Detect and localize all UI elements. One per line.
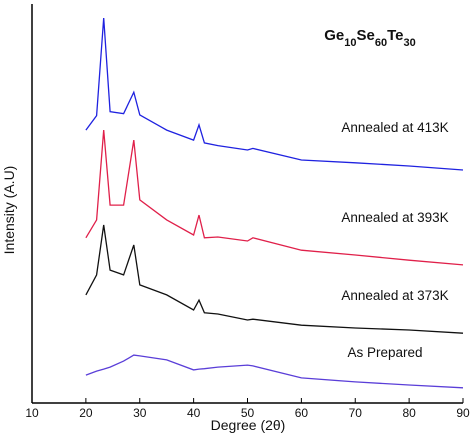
- y-axis-label: Intensity (A.U): [1, 166, 17, 255]
- x-tick-label: 20: [79, 406, 93, 420]
- x-tick-label: 40: [187, 406, 201, 420]
- series-line: [85, 224, 464, 334]
- series-line: [85, 17, 464, 171]
- x-tick-label: 90: [456, 406, 470, 420]
- x-tick-label: 70: [349, 406, 363, 420]
- x-tick-label: 80: [402, 406, 416, 420]
- series-line: [85, 354, 464, 389]
- x-tick-label: 50: [241, 406, 255, 420]
- x-tick-label: 30: [133, 406, 147, 420]
- series-line: [85, 130, 464, 266]
- x-tick-label: 60: [295, 406, 309, 420]
- x-tick-label: 10: [25, 406, 39, 420]
- x-axis-label: Degree (2θ): [211, 417, 286, 433]
- series-label: Annealed at 413K: [341, 120, 448, 135]
- chart-title: Ge10Se60Te30: [324, 27, 416, 49]
- series-label: Annealed at 373K: [341, 288, 448, 303]
- series-label: Annealed at 393K: [341, 210, 448, 225]
- series-label: As Prepared: [347, 345, 422, 360]
